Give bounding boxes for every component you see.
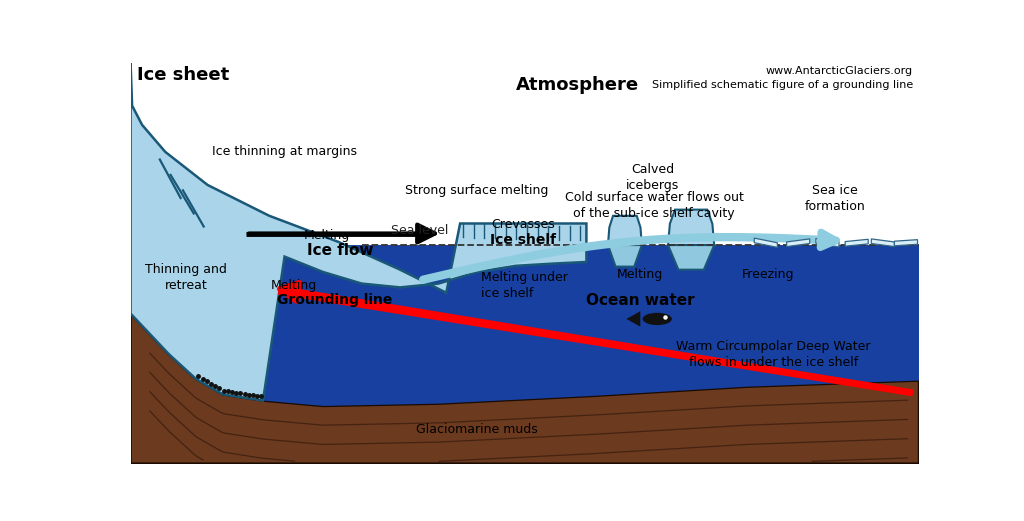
Polygon shape — [894, 240, 918, 246]
Text: Melting: Melting — [304, 229, 350, 242]
Text: Calved
icebergs: Calved icebergs — [626, 163, 679, 192]
Polygon shape — [131, 63, 587, 401]
Text: Melting: Melting — [617, 268, 664, 281]
Text: Freezing: Freezing — [741, 268, 795, 281]
Text: Ice thinning at margins: Ice thinning at margins — [212, 145, 357, 158]
Ellipse shape — [643, 313, 672, 325]
Polygon shape — [668, 209, 714, 245]
Polygon shape — [845, 239, 868, 246]
Text: Melting under
ice shelf: Melting under ice shelf — [481, 270, 567, 300]
Text: Melting: Melting — [270, 279, 317, 292]
Polygon shape — [608, 216, 642, 245]
Text: Sea level: Sea level — [391, 225, 449, 238]
Text: Crevasses: Crevasses — [492, 218, 555, 231]
Text: www.AntarcticGlaciers.org
Simplified schematic figure of a grounding line: www.AntarcticGlaciers.org Simplified sch… — [651, 66, 912, 90]
Text: Ice shelf: Ice shelf — [490, 233, 556, 247]
Text: Grounding line: Grounding line — [276, 293, 392, 307]
Text: Glaciomarine muds: Glaciomarine muds — [416, 423, 538, 436]
Text: Ice sheet: Ice sheet — [137, 66, 229, 84]
Text: Cold surface water flows out
of the sub-ice shelf cavity: Cold surface water flows out of the sub-… — [564, 191, 743, 219]
Polygon shape — [786, 239, 810, 246]
Polygon shape — [755, 238, 777, 247]
Polygon shape — [816, 239, 839, 247]
Text: Atmosphere: Atmosphere — [516, 77, 639, 94]
Polygon shape — [131, 314, 920, 464]
Polygon shape — [668, 245, 714, 270]
Polygon shape — [627, 311, 640, 327]
Text: Sea ice
formation: Sea ice formation — [805, 183, 865, 213]
Text: Strong surface melting: Strong surface melting — [406, 184, 549, 197]
Text: Warm Circumpolar Deep Water
flows in under the ice shelf: Warm Circumpolar Deep Water flows in und… — [676, 340, 870, 369]
Text: Ocean water: Ocean water — [586, 293, 694, 308]
Text: Ice flow: Ice flow — [307, 243, 374, 258]
Text: Thinning and
retreat: Thinning and retreat — [145, 263, 227, 292]
Polygon shape — [871, 239, 894, 246]
Polygon shape — [608, 245, 642, 267]
Polygon shape — [263, 245, 920, 406]
